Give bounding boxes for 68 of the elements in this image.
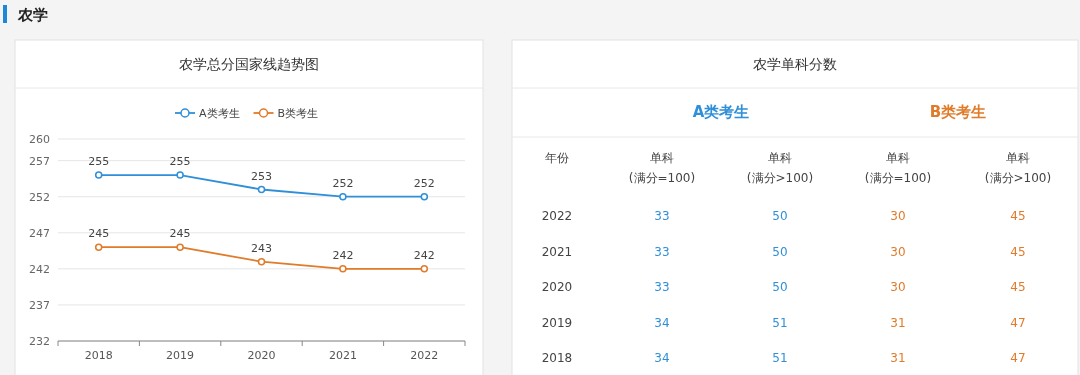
- y-tick-label: 232: [29, 335, 50, 348]
- chart-title: 农学总分国家线趋势图: [179, 56, 319, 72]
- y-axis-title: 年份: [545, 151, 569, 165]
- data-label: 252: [332, 176, 354, 190]
- data-label: 50: [772, 244, 788, 259]
- x-tick-label: 2021: [328, 349, 357, 362]
- data-label: 47: [1010, 315, 1026, 330]
- data-label: 31: [890, 351, 906, 365]
- point: [94, 243, 103, 251]
- x-tick-label: 单科 (满分>100): [746, 151, 814, 185]
- x-tick-label: 单科 (满分=100): [628, 151, 696, 185]
- x-tick-label: 单科 (满分>100): [984, 151, 1052, 185]
- data-label: 45: [1010, 209, 1026, 223]
- x-tick-label: 2019: [166, 349, 195, 362]
- point: [257, 257, 266, 266]
- point: [420, 265, 429, 273]
- data-label: 30: [890, 209, 906, 223]
- data-label: 30: [890, 280, 906, 294]
- x-tick-label: 2020: [247, 349, 276, 362]
- y-tick-label: 260: [29, 133, 50, 146]
- data-label: 50: [772, 280, 788, 294]
- y-tick-label: 252: [29, 190, 50, 204]
- data-label: 45: [1010, 280, 1026, 294]
- data-label: 51: [772, 351, 788, 365]
- y-tick-label: 2022: [541, 209, 573, 223]
- data-label: 255: [88, 155, 110, 169]
- point: [420, 192, 429, 201]
- data-label: 30: [890, 244, 906, 259]
- data-label: 33: [654, 244, 670, 259]
- text: 农学: [17, 6, 48, 24]
- data-label: 242: [413, 248, 435, 262]
- y-tick-label: 2021: [541, 244, 573, 259]
- point: [94, 171, 103, 179]
- data-label: 255: [169, 155, 191, 169]
- legend-label: B类考生: [277, 107, 319, 120]
- point: [339, 265, 347, 273]
- x-tick-label: 单科 (满分=100): [864, 151, 932, 185]
- data-label: 34: [654, 315, 670, 330]
- x-tick-label: 2022: [410, 349, 439, 362]
- text: A类考生: [692, 103, 750, 121]
- y-tick-label: 242: [29, 262, 50, 276]
- data-label: 50: [772, 209, 788, 223]
- legend-label: A类考生: [199, 107, 240, 120]
- chart-title: 农学单科分数: [753, 56, 837, 72]
- y-tick-label: 237: [29, 298, 50, 312]
- text: B类考生: [929, 103, 987, 121]
- point: [257, 185, 266, 194]
- point: [176, 243, 184, 251]
- data-label: 243: [251, 241, 272, 255]
- data-label: 31: [890, 315, 906, 330]
- data-label: 45: [1010, 244, 1026, 259]
- y-tick-label: 2020: [541, 280, 573, 294]
- data-label: 252: [413, 176, 435, 190]
- y-tick-label: 247: [29, 226, 50, 240]
- data-label: 34: [654, 351, 670, 365]
- data-label: 47: [1010, 351, 1026, 365]
- data-label: 242: [332, 248, 354, 262]
- data-label: 245: [169, 227, 191, 241]
- x-tick-label: 2018: [84, 349, 113, 362]
- point: [339, 192, 347, 201]
- point: [176, 171, 184, 179]
- data-label: 33: [654, 209, 670, 223]
- y-tick-label: 2019: [541, 315, 573, 330]
- data-label: 253: [251, 169, 272, 183]
- data-label: 51: [772, 315, 788, 330]
- data-label: 245: [88, 227, 110, 241]
- data-label: 33: [654, 280, 670, 294]
- y-tick-label: 257: [29, 154, 50, 168]
